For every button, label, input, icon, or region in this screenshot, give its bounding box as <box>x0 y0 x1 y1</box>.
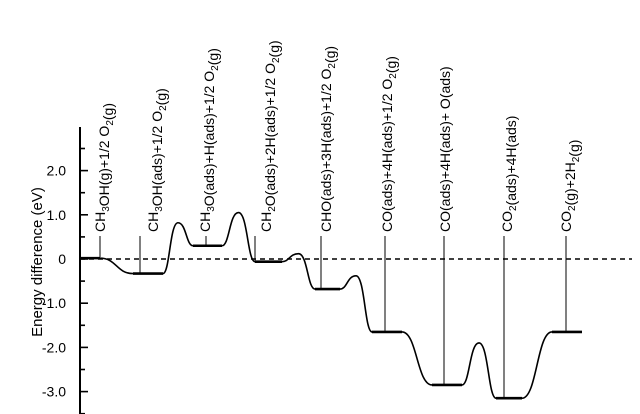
state-label-7: CO(ads)+4H(ads)+ O(ads) <box>437 66 453 232</box>
energy-curve-group <box>80 211 582 400</box>
transition-segment-7 <box>461 342 497 400</box>
state-label-8: CO2(ads)+4H(ads) <box>499 116 519 232</box>
y-axis-group: 2.0 1.0 0 -1.0 -2.0 -3.0 <box>42 127 88 414</box>
state-label-4: CH2O(ads)+2H(ads)+1/2 O2(g) <box>258 40 282 232</box>
y-tick-label: -2.0 <box>42 339 66 355</box>
y-tick-label: 1.0 <box>47 207 67 223</box>
transition-segment-5 <box>339 274 373 333</box>
transition-segment-1 <box>99 257 134 275</box>
y-tick-label: -1.0 <box>42 295 66 311</box>
y-tick-label: -3.0 <box>42 384 66 400</box>
transition-segment-6 <box>401 331 433 386</box>
state-label-9: CO2(g)+2H2(g) <box>558 140 582 232</box>
y-tick-label: 0 <box>58 251 66 267</box>
y-axis-title: Energy difference (eV) <box>29 187 46 337</box>
state-label-group: CH3OH(g)+1/2 O2(g) CH3OH(ads)+1/2 O2(g) CH… <box>92 40 582 398</box>
transition-segment-8 <box>521 331 553 400</box>
state-label-2: CH3OH(ads)+1/2 O2(g) <box>145 88 169 232</box>
state-label-1: CH3OH(g)+1/2 O2(g) <box>92 103 116 232</box>
y-tick-label: 2.0 <box>47 163 67 179</box>
transition-segment-2 <box>162 221 194 275</box>
state-label-5: CHO(ads)+3H(ads)+1/2 O2(g) <box>318 46 338 232</box>
transition-segment-4 <box>281 252 316 290</box>
state-label-6: CO(ads)+4H(ads)+1/2 O2(g) <box>379 56 399 232</box>
transition-segment-3 <box>221 211 256 263</box>
state-label-3: CH3O(ads)+H(ads)+1/2 O2(g) <box>197 48 221 232</box>
